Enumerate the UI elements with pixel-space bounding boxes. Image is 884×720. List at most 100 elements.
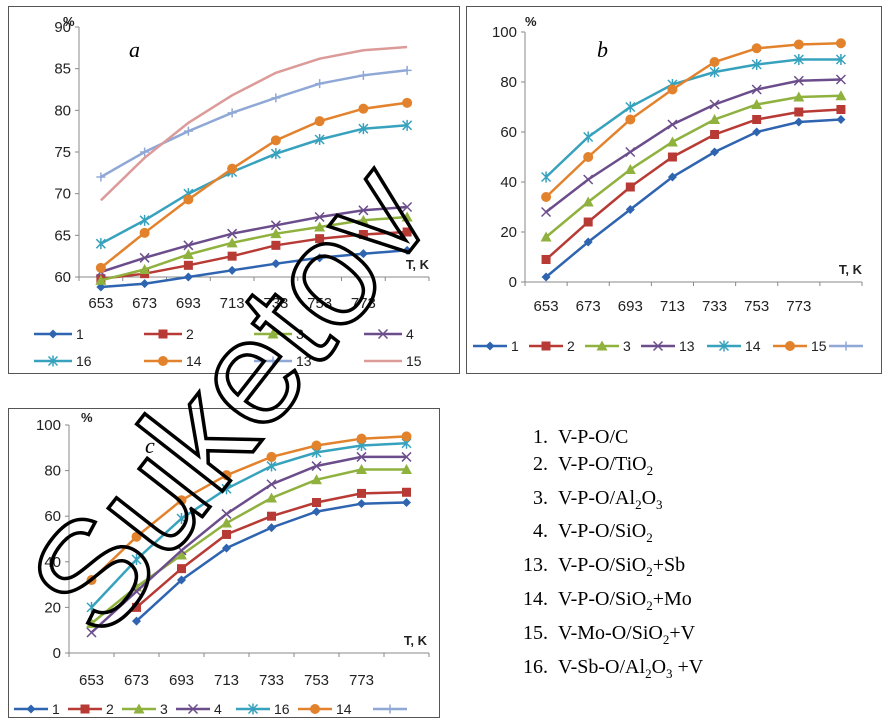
data-point xyxy=(270,148,281,160)
data-point xyxy=(315,79,325,89)
data-point xyxy=(402,227,412,237)
data-point xyxy=(86,601,97,613)
data-point xyxy=(139,227,150,238)
legend-label: 3 xyxy=(623,338,631,354)
y-tick-label: 60 xyxy=(54,269,71,286)
legend-label: 13 xyxy=(679,338,695,354)
legend-item: 4 xyxy=(364,326,414,342)
x-tick-label: 733 xyxy=(702,298,727,315)
data-point xyxy=(315,253,325,263)
x-axis-title: T, K xyxy=(406,257,430,272)
series-line xyxy=(90,435,407,581)
legend-item xyxy=(829,341,863,351)
data-point xyxy=(221,508,232,519)
series-line xyxy=(100,249,408,289)
x-tick-label: 713 xyxy=(660,298,685,315)
data-point xyxy=(751,99,763,109)
chart-c-svg: 0 20 40 60 80 100 653 673 693 713 733 753 773% T, K c 1… xyxy=(14,410,430,717)
legend-label: 1 xyxy=(76,326,84,342)
legend-entry: 16. V-Sb-O/Al2O3 +V xyxy=(500,654,880,688)
legend-swatch-marker xyxy=(247,703,259,715)
data-point xyxy=(221,517,232,528)
legend-swatch-marker xyxy=(310,704,320,714)
data-point xyxy=(270,135,281,146)
legend-label: 16 xyxy=(274,701,290,717)
legend-item: 14 xyxy=(707,338,761,354)
legend-swatch-marker xyxy=(785,341,795,351)
data-point xyxy=(356,463,367,474)
series-4 xyxy=(86,451,412,638)
data-point xyxy=(221,470,232,481)
data-point xyxy=(401,431,412,442)
x-tick-label: 733 xyxy=(259,672,284,689)
legend-item: 13 xyxy=(254,353,312,369)
data-point xyxy=(140,147,150,157)
data-point xyxy=(356,451,367,462)
legend-swatch-marker xyxy=(48,329,58,339)
legend-entry-number: 3. xyxy=(533,486,548,509)
data-point xyxy=(183,260,193,270)
x-tick-label: 753 xyxy=(744,298,769,315)
data-point xyxy=(583,131,594,143)
legend-label: 14 xyxy=(745,338,761,354)
series-2 xyxy=(132,487,411,612)
series-line xyxy=(100,69,408,179)
legend-entry: 4. V-P-O/SiO2 xyxy=(500,518,880,552)
legend-item xyxy=(373,704,407,714)
legend-label: 14 xyxy=(336,701,352,717)
data-point xyxy=(358,103,369,114)
data-point xyxy=(131,531,142,542)
legend-swatch-marker xyxy=(485,341,495,351)
y-tick-label: 65 xyxy=(54,227,71,244)
x-tick-label: 653 xyxy=(79,672,104,689)
data-point xyxy=(793,54,804,65)
data-point xyxy=(227,265,237,275)
legend-label: 3 xyxy=(160,701,168,717)
data-point xyxy=(835,38,846,49)
data-point xyxy=(401,211,413,222)
data-point xyxy=(583,152,594,162)
legend-label: 2 xyxy=(567,338,575,354)
data-point xyxy=(86,627,97,638)
data-point xyxy=(709,99,720,110)
data-point xyxy=(182,249,194,259)
x-axis-title: T, K xyxy=(839,262,863,277)
legend-swatch-marker xyxy=(267,328,279,339)
legend-entry-number: 13. xyxy=(523,554,548,577)
data-point xyxy=(751,43,762,54)
data-point xyxy=(312,507,321,517)
data-point xyxy=(751,59,762,70)
data-point xyxy=(271,259,281,269)
data-point xyxy=(221,483,232,495)
data-point xyxy=(667,119,678,130)
series-13 xyxy=(96,65,412,182)
data-point xyxy=(266,479,277,490)
data-point xyxy=(271,240,281,250)
data-point xyxy=(358,70,368,80)
data-point xyxy=(267,523,276,533)
legend-swatch-marker xyxy=(841,341,851,351)
legend-label: 15 xyxy=(811,338,827,354)
legend-item: 2 xyxy=(144,326,194,342)
x-tick-label: 653 xyxy=(88,295,113,312)
legend-item: 13 xyxy=(641,338,695,354)
y-tick-label: 60 xyxy=(500,124,517,141)
legend-entry-text: V-P-O/SiO2+Mo xyxy=(558,587,692,613)
data-point xyxy=(86,575,97,586)
data-point xyxy=(402,65,412,75)
y-tick-label: 75 xyxy=(54,144,71,161)
x-tick-label: 773 xyxy=(786,298,811,315)
data-point xyxy=(267,511,276,521)
data-point xyxy=(835,54,846,65)
legend-swatch-marker xyxy=(596,340,608,351)
legend-item: 3 xyxy=(585,338,631,354)
y-tick-label: 0 xyxy=(509,274,517,291)
legend-item: 4 xyxy=(176,701,222,717)
legend-entry: 1. V-P-O/C xyxy=(500,424,880,451)
data-point xyxy=(625,182,635,192)
legend-entry-number: 15. xyxy=(523,621,548,644)
data-point xyxy=(401,451,412,462)
data-point xyxy=(402,498,411,508)
data-point xyxy=(357,214,369,225)
data-point xyxy=(667,152,677,162)
